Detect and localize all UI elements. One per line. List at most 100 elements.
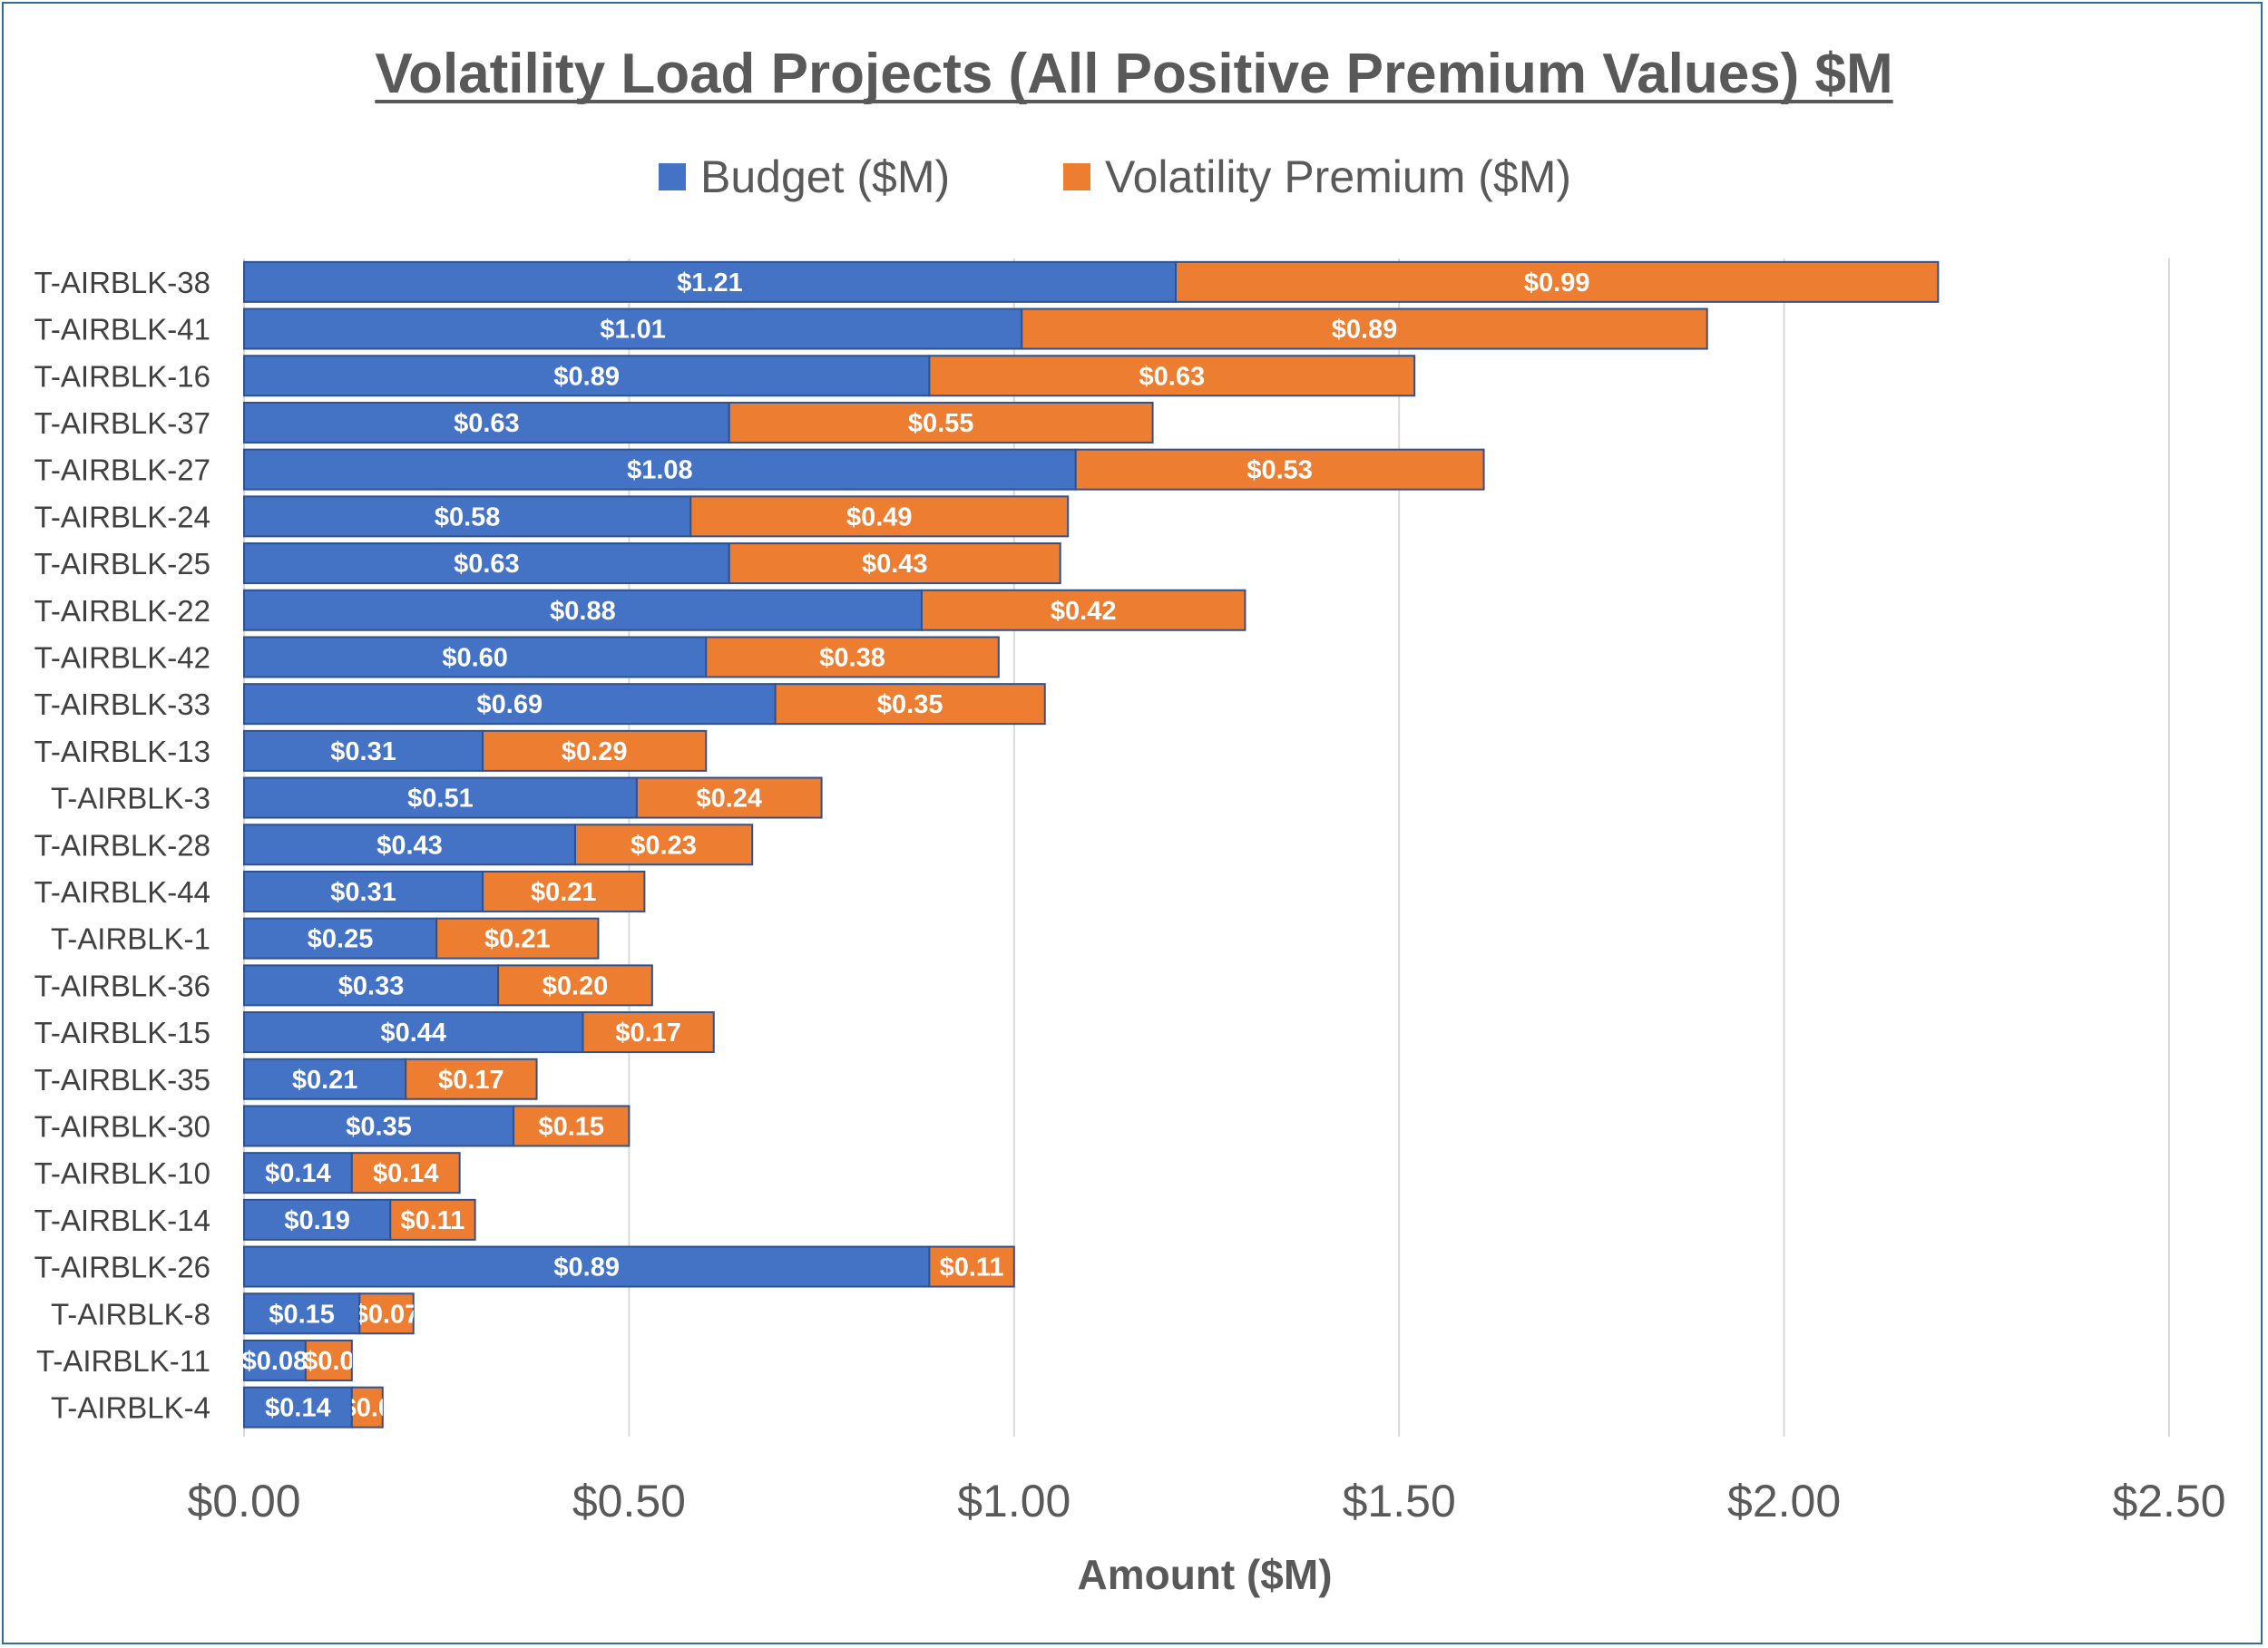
data-label-premium: $0.07 — [354, 1300, 420, 1329]
bar-budget — [243, 1058, 407, 1100]
x-axis-title: Amount ($M) — [1077, 1551, 1332, 1598]
data-label-budget: $0.63 — [454, 550, 520, 579]
chart-svg: Volatility Load Projects (All Positive P… — [34, 43, 2226, 1598]
legend-label-budget: Budget ($M) — [700, 151, 950, 202]
bar-budget — [243, 307, 1023, 350]
bar-budget — [243, 1386, 353, 1429]
data-label-premium: $0.24 — [696, 785, 762, 814]
bar-budget — [243, 1292, 361, 1335]
bar-budget — [243, 776, 638, 819]
data-label-premium: $0.21 — [484, 925, 551, 954]
data-label-budget: $0.63 — [454, 409, 520, 438]
data-label-premium: $0.49 — [846, 502, 913, 531]
category-label: T-AIRBLK-36 — [34, 969, 210, 1002]
bar-premium — [705, 636, 1000, 678]
category-label: T-AIRBLK-44 — [34, 875, 210, 909]
bar-premium — [928, 1245, 1015, 1288]
data-label-premium: $0.53 — [1246, 456, 1313, 485]
bar-premium — [1175, 260, 1940, 303]
bar-budget — [243, 260, 1178, 303]
data-label-budget: $0.19 — [284, 1206, 350, 1235]
bar-premium — [358, 1292, 415, 1335]
data-label-premium: $0.89 — [1332, 316, 1398, 345]
bar-budget — [243, 636, 708, 678]
category-label: T-AIRBLK-8 — [51, 1297, 210, 1331]
category-label: T-AIRBLK-28 — [34, 828, 210, 862]
bar-premium — [728, 542, 1061, 585]
bar-premium — [435, 917, 600, 960]
bar-budget — [243, 917, 438, 960]
bar-budget — [243, 824, 576, 866]
bar-premium — [635, 776, 823, 819]
bar-premium — [689, 495, 1070, 538]
legend-swatch-premium — [1063, 163, 1090, 190]
data-label-budget: $0.31 — [330, 878, 396, 907]
data-label-premium: $0.0 — [303, 1347, 354, 1376]
category-labels: T-AIRBLK-38 T-AIRBLK-41 T-AIRBLK-16 T-AIRBL… — [34, 266, 210, 1425]
bar-premium — [304, 1339, 353, 1381]
data-label-budget: $0.14 — [265, 1159, 331, 1188]
bar-budget — [243, 1198, 392, 1241]
bar-premium — [350, 1386, 384, 1429]
bar-premium — [1074, 448, 1485, 491]
data-label-premium: $0.11 — [400, 1206, 464, 1235]
data-label-premium: $0.20 — [543, 971, 609, 1000]
data-label-budget: $0.14 — [265, 1394, 331, 1423]
data-label-budget: $0.88 — [550, 597, 616, 626]
category-label: T-AIRBLK-16 — [34, 359, 210, 393]
data-label-premium: $0.29 — [562, 737, 628, 766]
bar-budget — [243, 355, 931, 397]
x-tick-label: $2.00 — [1727, 1476, 1841, 1526]
x-tick-label: $0.00 — [187, 1476, 300, 1526]
data-label-budget: $0.31 — [330, 737, 396, 766]
bar-premium — [928, 355, 1416, 397]
x-tick-labels: $0.00 $0.50 $1.00 $1.50 $2.00 $2.50 — [187, 1476, 2225, 1526]
data-label-budget: $1.01 — [600, 316, 666, 345]
data-label-budget: $0.44 — [380, 1019, 446, 1048]
data-label-budget: $0.69 — [477, 690, 543, 719]
data-label-premium: $0.21 — [531, 878, 597, 907]
bar-premium — [582, 1011, 715, 1054]
bar-budget — [243, 1245, 931, 1288]
data-label-premium: $0.17 — [438, 1066, 504, 1095]
data-label-budget: $0.15 — [269, 1300, 335, 1329]
data-label-budget: $1.21 — [677, 268, 743, 297]
category-label: T-AIRBLK-14 — [34, 1204, 210, 1237]
x-tick-label: $0.50 — [572, 1476, 686, 1526]
data-label-premium: $0.15 — [538, 1112, 604, 1141]
category-label: T-AIRBLK-41 — [34, 313, 210, 346]
data-label-premium: $0.23 — [631, 831, 697, 860]
category-label: T-AIRBLK-38 — [34, 266, 210, 299]
category-label: T-AIRBLK-33 — [34, 687, 210, 721]
category-label: T-AIRBLK-42 — [34, 640, 210, 674]
data-label-budget: $0.51 — [407, 785, 474, 814]
bar-budget — [243, 495, 692, 538]
bar-premium — [405, 1058, 538, 1100]
bar-premium — [497, 964, 653, 1007]
data-label-premium: $0.11 — [940, 1253, 1004, 1282]
data-label-premium: $0.63 — [1139, 362, 1206, 391]
data-label-budget: $0.58 — [435, 502, 501, 531]
category-label: T-AIRBLK-22 — [34, 594, 210, 628]
category-label: T-AIRBLK-24 — [34, 500, 210, 533]
x-tick-label: $1.50 — [1343, 1476, 1456, 1526]
category-label: T-AIRBLK-26 — [34, 1251, 210, 1284]
category-label: T-AIRBLK-11 — [36, 1344, 210, 1378]
category-label: T-AIRBLK-4 — [51, 1391, 210, 1425]
bar-premium — [389, 1198, 476, 1241]
data-label-budget: $0.89 — [553, 362, 620, 391]
data-label-premium: $0.42 — [1051, 597, 1117, 626]
data-label-budget: $0.25 — [308, 925, 374, 954]
category-label: T-AIRBLK-30 — [34, 1109, 210, 1143]
data-label-premium: $0.0 — [342, 1394, 393, 1423]
data-label-budget: $0.89 — [553, 1253, 620, 1282]
bar-premium — [513, 1105, 631, 1147]
data-label-premium: $0.43 — [862, 550, 928, 579]
bar-premium — [728, 401, 1154, 444]
category-label: T-AIRBLK-35 — [34, 1063, 210, 1097]
data-label-budget: $0.35 — [346, 1112, 412, 1141]
category-label: T-AIRBLK-37 — [34, 406, 210, 440]
bar-premium — [482, 729, 708, 772]
data-label-budget: $0.43 — [376, 831, 443, 860]
